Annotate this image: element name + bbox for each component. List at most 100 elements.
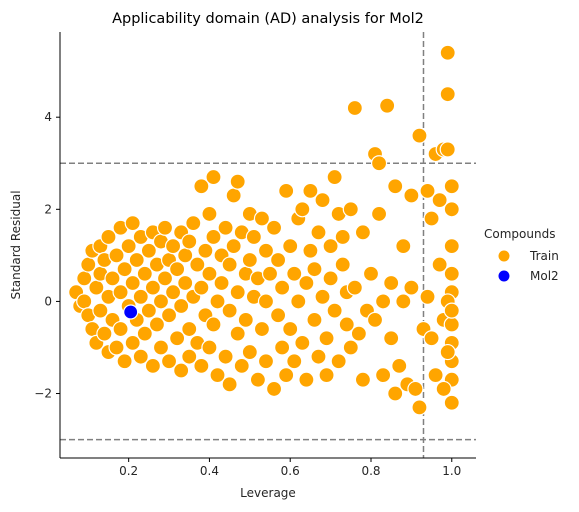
mol2-points xyxy=(123,304,139,320)
y-axis-label: Standard Residual xyxy=(9,190,23,299)
train-point xyxy=(302,182,319,199)
legend: Compounds Train Mol2 xyxy=(484,227,559,283)
train-point xyxy=(128,251,145,269)
train-point xyxy=(233,357,250,374)
train-point xyxy=(431,256,448,273)
train-point xyxy=(221,302,238,319)
train-point xyxy=(395,238,412,255)
train-point xyxy=(140,302,157,319)
train-point xyxy=(362,265,380,282)
train-point xyxy=(201,265,218,282)
train-point xyxy=(201,205,218,223)
train-point xyxy=(310,224,327,241)
train-point xyxy=(439,44,456,61)
train-point xyxy=(249,371,267,388)
train-point xyxy=(205,228,222,246)
train-point xyxy=(229,173,246,190)
train-point xyxy=(144,357,161,374)
train-point xyxy=(294,201,311,218)
train-point xyxy=(116,261,133,278)
train-point xyxy=(253,210,271,227)
y-tick-label: 0 xyxy=(44,294,52,308)
train-point xyxy=(257,293,275,310)
train-point xyxy=(286,353,303,370)
train-point xyxy=(265,380,283,398)
train-point xyxy=(269,251,287,269)
train-point xyxy=(306,311,323,328)
train-point xyxy=(294,334,311,351)
train-point xyxy=(298,371,315,388)
train-point xyxy=(322,270,339,287)
x-axis-label: Leverage xyxy=(240,486,296,500)
train-point xyxy=(282,320,299,338)
train-point xyxy=(160,307,178,324)
train-point xyxy=(160,353,178,370)
train-point xyxy=(330,353,347,370)
x-ticks: 0.2 0.4 0.6 0.8 1.0 xyxy=(119,458,461,478)
train-point xyxy=(306,261,323,278)
train-point xyxy=(435,380,452,398)
train-point xyxy=(419,182,436,199)
train-point xyxy=(443,201,460,218)
train-point xyxy=(431,191,448,209)
train-point xyxy=(334,228,351,246)
train-point xyxy=(302,242,319,259)
train-point xyxy=(395,293,412,310)
train-point xyxy=(245,228,262,246)
train-point xyxy=(112,284,129,301)
train-point xyxy=(156,270,174,287)
train-point xyxy=(108,339,125,356)
train-point xyxy=(375,293,392,310)
train-point xyxy=(274,279,291,296)
train-point xyxy=(370,155,388,172)
train-point xyxy=(181,233,198,250)
train-point xyxy=(411,127,428,144)
train-point xyxy=(282,238,299,255)
x-tick-label: 1.0 xyxy=(442,464,461,478)
train-point xyxy=(164,238,182,255)
train-point xyxy=(213,274,230,292)
train-point xyxy=(108,247,125,264)
train-point xyxy=(140,242,157,259)
train-point xyxy=(439,141,456,158)
train-point xyxy=(217,219,234,236)
train-point xyxy=(443,178,460,195)
train-point xyxy=(177,274,194,292)
train-point xyxy=(423,330,440,347)
train-point xyxy=(318,367,335,384)
train-point xyxy=(132,348,149,365)
train-point xyxy=(298,274,315,292)
train-point xyxy=(120,238,137,255)
train-point xyxy=(193,279,210,296)
train-point xyxy=(274,339,291,356)
train-point xyxy=(173,297,190,315)
train-point xyxy=(257,353,275,370)
train-point xyxy=(443,238,460,255)
train-point xyxy=(152,293,170,310)
train-point xyxy=(350,325,367,342)
train-point xyxy=(318,330,335,347)
train-point xyxy=(205,168,222,186)
train-point xyxy=(209,367,226,384)
train-point xyxy=(443,265,460,282)
train-point xyxy=(104,270,121,287)
train-point xyxy=(278,367,295,384)
legend-marker-mol2 xyxy=(498,270,510,282)
train-point xyxy=(383,330,400,347)
train-point xyxy=(136,325,153,342)
x-tick-label: 0.4 xyxy=(200,464,219,478)
train-point xyxy=(193,178,210,195)
train-point xyxy=(407,380,424,398)
train-point xyxy=(169,261,186,278)
train-point xyxy=(229,325,246,342)
train-point xyxy=(443,302,460,319)
y-tick-label: −2 xyxy=(34,387,52,401)
train-point xyxy=(181,320,198,338)
train-point xyxy=(209,293,226,310)
train-point xyxy=(375,367,392,384)
train-point xyxy=(403,187,420,204)
train-point xyxy=(346,99,363,117)
train-points xyxy=(68,44,460,416)
train-point xyxy=(334,256,351,273)
train-point xyxy=(278,182,295,199)
